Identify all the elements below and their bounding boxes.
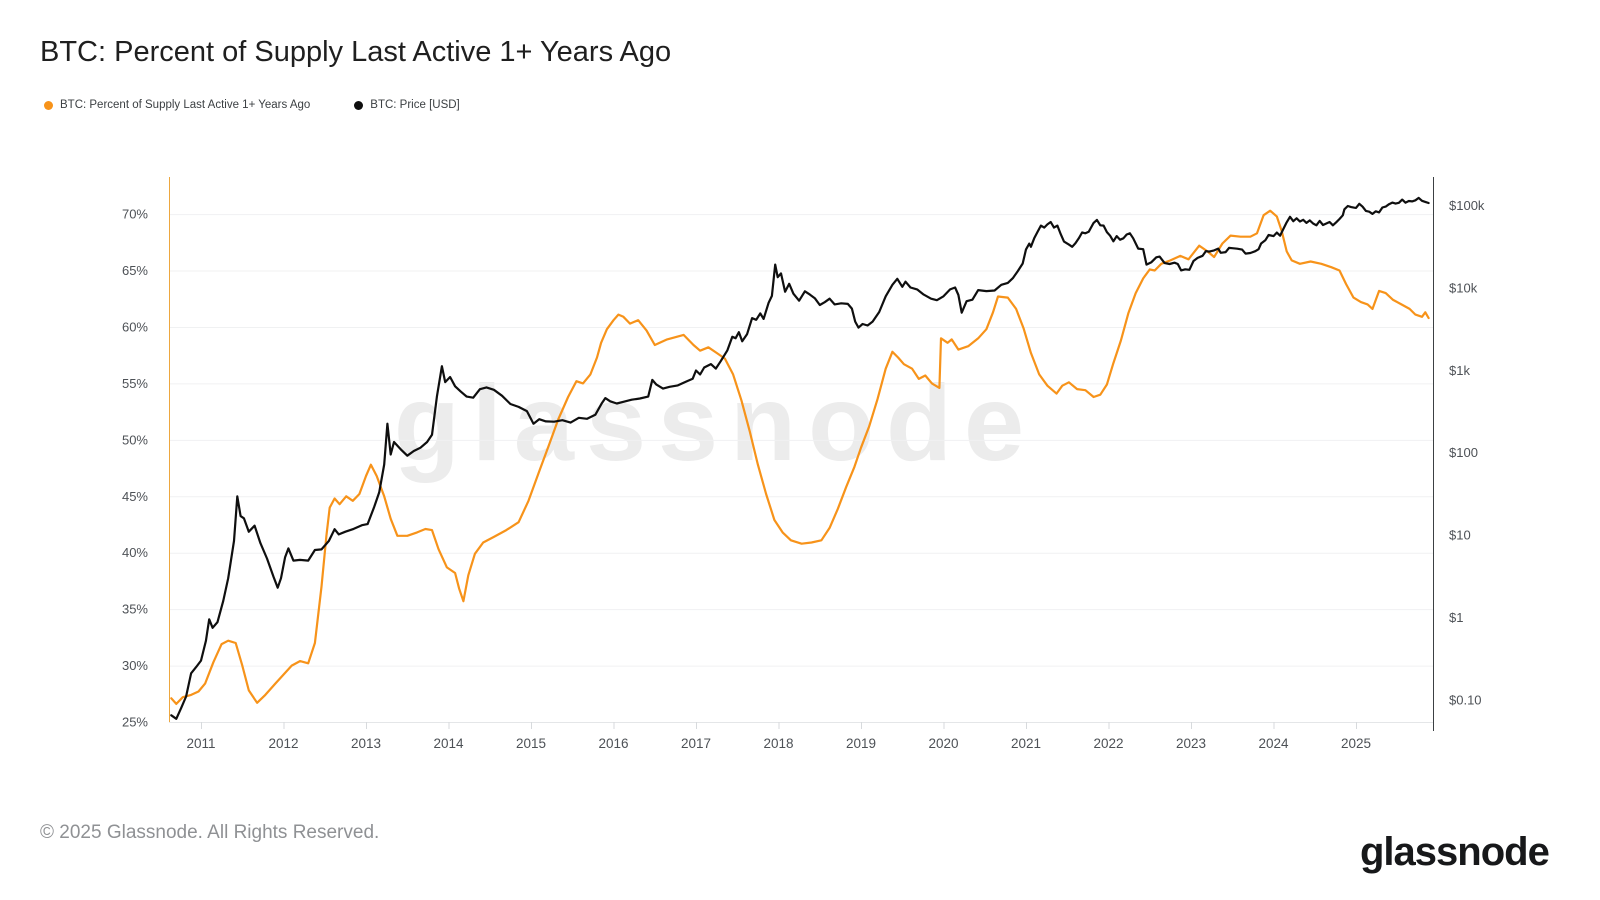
- y-left-label-45: 45%: [122, 489, 148, 504]
- y-left-label-35: 35%: [122, 602, 148, 617]
- x-axis-label-2025: 2025: [1341, 736, 1371, 751]
- y-left-label-65: 65%: [122, 263, 148, 278]
- x-axis-label-2018: 2018: [763, 736, 793, 751]
- x-axis-label-2011: 2011: [186, 736, 215, 751]
- x-axis-label-2016: 2016: [598, 736, 628, 751]
- y-right-label-100: $100: [1449, 445, 1478, 460]
- y-right-label-1000: $1k: [1449, 363, 1470, 378]
- y-left-label-25: 25%: [122, 715, 148, 730]
- y-left-label-70: 70%: [122, 207, 148, 222]
- y-left-label-40: 40%: [122, 545, 148, 560]
- y-left-label-55: 55%: [122, 376, 148, 391]
- page-title: BTC: Percent of Supply Last Active 1+ Ye…: [40, 36, 672, 68]
- price-series-line: [170, 196, 1430, 720]
- supply-series-line: [170, 209, 1430, 706]
- legend-dot-supply-icon: [44, 100, 53, 110]
- x-axis-label-2015: 2015: [516, 736, 546, 751]
- x-axis-label-2013: 2013: [351, 736, 381, 751]
- glassnode-logo: glassnode: [1360, 830, 1550, 874]
- x-axis-label-2024: 2024: [1258, 736, 1289, 751]
- legend-item-supply[interactable]: BTC: Percent of Supply Last Active 1+ Ye…: [44, 99, 310, 111]
- y-left-label-30: 30%: [122, 658, 148, 673]
- x-axis-label-2023: 2023: [1176, 736, 1206, 751]
- y-left-label-50: 50%: [122, 432, 148, 447]
- copyright-text: © 2025 Glassnode. All Rights Reserved.: [40, 822, 380, 843]
- y-right-label-1: $1: [1449, 610, 1463, 625]
- x-axis-label-2020: 2020: [928, 736, 958, 751]
- legend-item-price[interactable]: BTC: Price [USD]: [354, 99, 460, 111]
- x-axis-label-2014: 2014: [433, 736, 464, 751]
- x-axis-label-2019: 2019: [846, 736, 876, 751]
- legend-label-supply: BTC: Percent of Supply Last Active 1+ Ye…: [60, 99, 311, 111]
- y-right-label-100000: $100k: [1449, 198, 1485, 213]
- y-right-label-10000: $10k: [1449, 280, 1478, 295]
- legend-dot-price-icon: [354, 100, 364, 110]
- x-axis-label-2022: 2022: [1093, 736, 1123, 751]
- y-left-label-60: 60%: [122, 319, 148, 334]
- chart-legend: BTC: Percent of Supply Last Active 1+ Ye…: [44, 99, 460, 111]
- x-axis-label-2021: 2021: [1011, 736, 1041, 751]
- y-right-label-10: $10: [1449, 528, 1471, 543]
- legend-label-price: BTC: Price [USD]: [370, 99, 460, 111]
- y-right-label-0_1: $0.10: [1449, 692, 1482, 707]
- glassnode-watermark: glassnode: [393, 362, 1037, 483]
- x-axis-label-2017: 2017: [681, 736, 711, 751]
- x-axis-label-2012: 2012: [268, 736, 298, 751]
